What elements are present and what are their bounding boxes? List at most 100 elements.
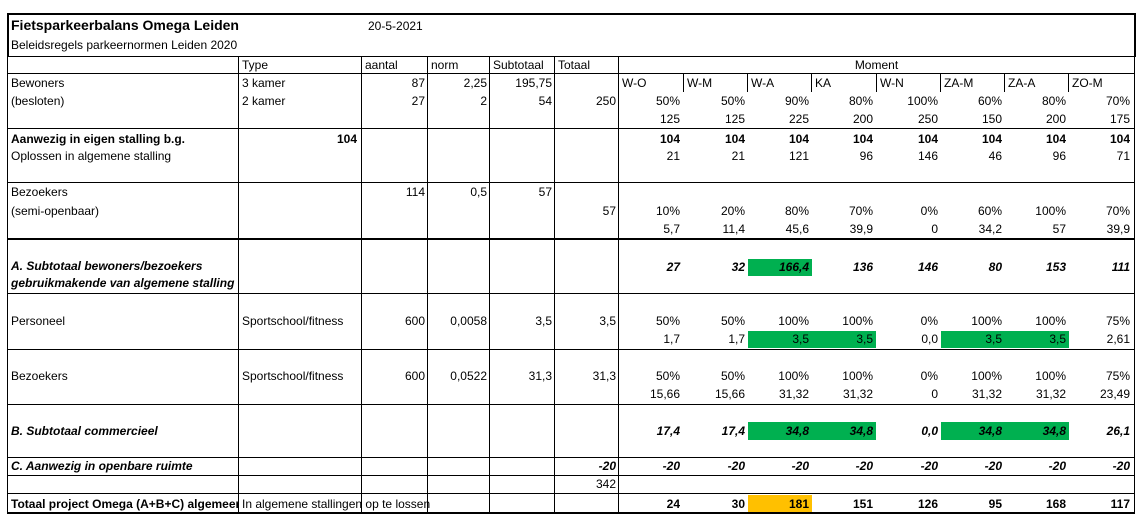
count-cell-ka: 39,9: [849, 222, 873, 236]
count-cell-za-a: 200: [1045, 112, 1066, 126]
grid-line: [7, 512, 1135, 514]
subtotaal-a-cell-w-n: 146: [917, 260, 938, 274]
subtotaal-cell: 195,75: [515, 76, 552, 90]
type-cell: Sportschool/fitness: [242, 369, 344, 383]
eigen-stalling-cell-w-o: 104: [659, 132, 680, 146]
subtotaal-a-cell-za-m: 80: [988, 260, 1002, 274]
percentage-cell-zo-m: 70%: [1105, 204, 1130, 218]
percentage-cell-za-m: 100%: [971, 314, 1002, 328]
percentage-cell-w-a: 80%: [784, 204, 809, 218]
count-cell-za-a: 3,5: [1005, 331, 1069, 348]
moment-header-w-n: W-N: [880, 76, 904, 90]
totaal-project-type: In algemene stallingen op te lossen: [242, 497, 431, 511]
count-cell-w-m: 11,4: [722, 222, 745, 236]
totaal-project-cell-w-m: 30: [731, 497, 745, 511]
row-label-bewoners: Bewoners: [11, 76, 65, 90]
count-cell-zo-m: 2,61: [1106, 332, 1130, 346]
eigen-stalling-cell-za-m: 104: [981, 132, 1002, 146]
grid-line: [1134, 13, 1136, 57]
percentage-cell-w-m: 50%: [720, 369, 745, 383]
column-header-subtotaal: Subtotaal: [493, 58, 544, 72]
eigen-stalling-cell-ka: 104: [852, 132, 873, 146]
subtotaal-cell: 3,5: [535, 314, 552, 328]
percentage-cell-w-n: 0%: [920, 204, 938, 218]
percentage-cell-za-a: 100%: [1035, 314, 1066, 328]
totaal-cell: 3,5: [599, 314, 616, 328]
percentage-cell-za-m: 60%: [977, 204, 1002, 218]
percentage-cell-ka: 70%: [848, 204, 873, 218]
count-cell-w-m: 125: [724, 112, 745, 126]
grid-line: [7, 404, 1135, 405]
type-cell: Sportschool/fitness: [242, 314, 344, 328]
count-cell-zo-m: 175: [1109, 112, 1130, 126]
grid-line: [7, 349, 1135, 350]
percentage-cell-zo-m: 70%: [1105, 94, 1130, 108]
percentage-cell-za-a: 100%: [1035, 204, 1066, 218]
subtotaal-c-cell-w-m: -20: [727, 459, 745, 473]
percentage-cell-za-a: 100%: [1035, 369, 1066, 383]
percentage-cell-za-a: 80%: [1041, 94, 1066, 108]
percentage-cell-w-o: 50%: [655, 314, 680, 328]
totaal-cell: 31,3: [592, 369, 616, 383]
grid-line: [7, 73, 1135, 74]
grid-line: [7, 128, 1135, 129]
count-cell-w-m: 1,7: [728, 332, 745, 346]
grid-line: [7, 457, 1135, 458]
percentage-cell-w-m: 20%: [720, 204, 745, 218]
subtotaal-b-cell-w-m: 17,4: [721, 424, 745, 438]
grid-line: [7, 182, 1135, 183]
eigen-stalling-cell-w-a: 104: [788, 132, 809, 146]
totaal-project-label: Totaal project Omega (A+B+C) algemeen: [11, 497, 239, 511]
norm-cell: 0,5: [470, 185, 487, 199]
count-cell-za-m: 150: [981, 112, 1002, 126]
subtotaal-cell: 31,3: [528, 369, 552, 383]
moment-header-w-m: W-M: [687, 76, 713, 90]
moment-header-w-o: W-O: [622, 76, 647, 90]
percentage-cell-w-a: 100%: [778, 369, 809, 383]
count-cell-w-a: 45,6: [785, 222, 809, 236]
count-cell-za-m: 34,2: [978, 222, 1002, 236]
aantal-cell: 114: [405, 185, 425, 199]
oplossen-cell-za-m: 46: [988, 149, 1002, 163]
row-label-personeel: Personeel: [11, 314, 66, 328]
subtotaal-b-cell-za-a: 34,8: [1005, 422, 1069, 440]
count-cell-w-m: 15,66: [714, 387, 745, 401]
subtotaal-b-cell-za-m: 34,8: [941, 422, 1005, 440]
totaal-cell: 250: [595, 94, 616, 108]
grid-line: [1068, 74, 1069, 92]
grid-line: [489, 57, 490, 514]
eigen-stalling-cell-w-n: 104: [917, 132, 938, 146]
grid-line: [7, 13, 9, 57]
subtotaal-a-label: A. Subtotaal bewoners/bezoekers: [11, 259, 203, 273]
grid-line: [7, 293, 1135, 294]
count-cell-za-m: 3,5: [941, 331, 1005, 348]
subtotaal-c-cell-w-o: -20: [662, 459, 680, 473]
count-cell-zo-m: 23,49: [1099, 387, 1130, 401]
count-cell-w-o: 5,7: [663, 222, 680, 236]
grid-line: [7, 238, 1135, 240]
percentage-cell-ka: 100%: [842, 314, 873, 328]
aantal-cell: 600: [404, 369, 425, 383]
count-cell-za-a: 31,32: [1035, 387, 1066, 401]
column-header-norm: norm: [431, 58, 459, 72]
totaal-project-cell-w-o: 24: [666, 497, 680, 511]
totaal-cell: 57: [602, 204, 616, 218]
subtotaal-cell: 57: [538, 185, 552, 199]
grid-line: [7, 493, 1135, 494]
percentage-cell-za-m: 100%: [971, 369, 1002, 383]
grid-line: [361, 57, 362, 514]
sheet-date: 20-5-2021: [368, 19, 423, 33]
subtotaal-a-cell-w-o: 27: [666, 260, 680, 274]
aantal-cell: 27: [411, 94, 425, 108]
subtotaal-b-cell-w-n: 0,0: [921, 424, 938, 438]
subtotaal-a-cell-w-m: 32: [731, 260, 745, 274]
count-cell-zo-m: 39,9: [1106, 222, 1130, 236]
subtotaal-a-cell-w-a: 166,4: [748, 259, 812, 276]
count-cell-ka: 200: [852, 112, 873, 126]
subtotaal-c-cell-za-a: -20: [1048, 459, 1066, 473]
count-cell-w-n: 0: [931, 387, 938, 401]
subtotaal-c-cell-w-a: -20: [791, 459, 809, 473]
oplossen-cell-zo-m: 71: [1116, 149, 1130, 163]
percentage-cell-w-n: 0%: [920, 314, 938, 328]
